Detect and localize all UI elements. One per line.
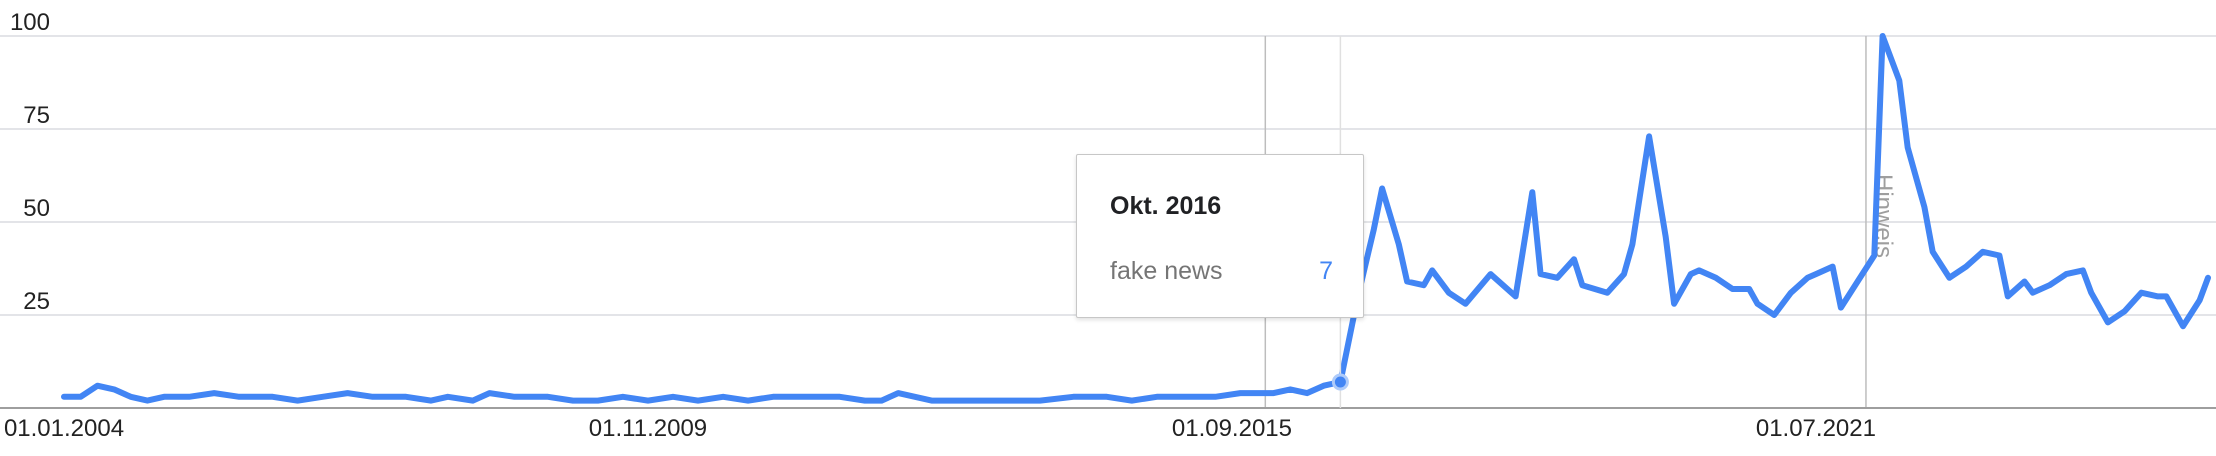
hover-point[interactable] <box>1331 373 1349 391</box>
y-tick-label-25: 25 <box>23 288 50 315</box>
x-tick-label: 01.01.2004 <box>4 415 124 442</box>
x-axis-tick-labels: 01.01.2004 01.11.2009 01.09.2015 01.07.2021 <box>4 415 1876 442</box>
x-tick-label: 01.11.2009 <box>589 415 707 442</box>
y-axis-tick-labels: 25 50 75 100 <box>10 9 50 315</box>
y-tick-label-75: 75 <box>23 102 50 129</box>
tooltip-series-name: fake news <box>1110 257 1223 285</box>
x-tick-label: 01.07.2021 <box>1756 415 1876 442</box>
tooltip-value: 7 <box>1319 257 1333 285</box>
y-tick-label-100: 100 <box>10 9 50 36</box>
data-tooltip: Okt. 2016 fake news 7 <box>1076 154 1364 318</box>
tooltip-title: Okt. 2016 <box>1110 192 1222 220</box>
x-tick-label: 01.09.2015 <box>1172 415 1292 442</box>
y-tick-label-50: 50 <box>23 195 50 222</box>
series-line-fake-news[interactable] <box>61 33 2211 404</box>
